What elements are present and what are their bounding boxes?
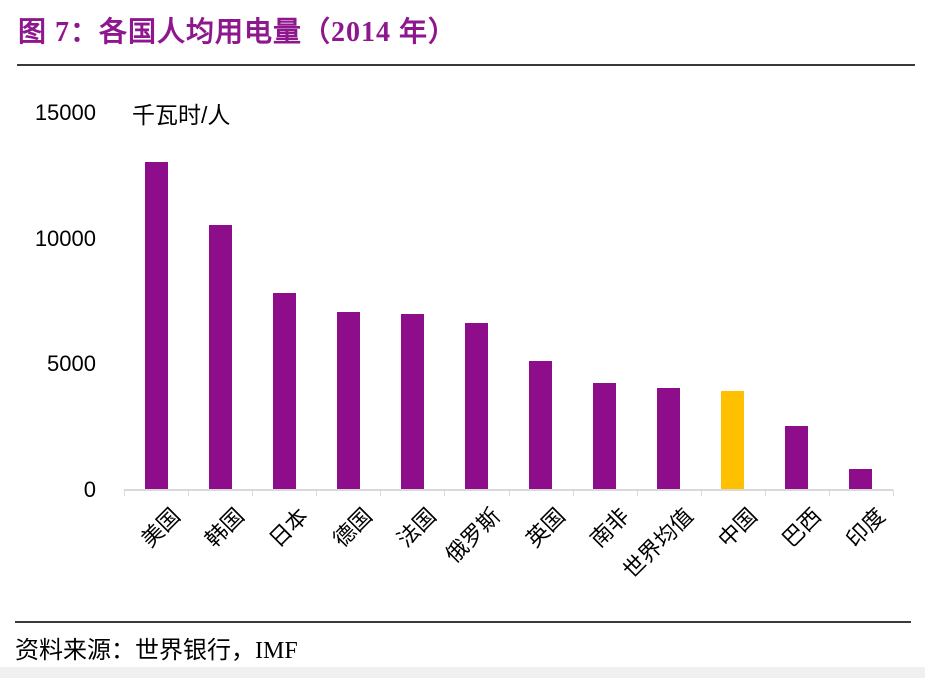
x-axis-tick-mark [828, 490, 830, 496]
y-axis-tick-label: 0 [83, 477, 96, 502]
x-axis-category-label: 南非 [584, 503, 634, 553]
x-axis-category-label: 法国 [392, 503, 442, 553]
x-axis-tick-mark [188, 490, 190, 496]
bar-10 [721, 390, 745, 489]
y-axis-tick-label: 10000 [34, 225, 96, 251]
x-axis-tick-mark [316, 490, 318, 496]
x-axis-tick-mark [380, 490, 382, 496]
x-axis-tick-mark [764, 490, 766, 496]
bottom-band [0, 667, 925, 678]
x-axis-category-label: 美国 [136, 503, 186, 553]
bar-6 [464, 323, 488, 489]
x-axis-category-label: 中国 [712, 503, 762, 553]
bar-4 [336, 311, 360, 489]
x-axis-category-label: 印度 [841, 503, 890, 553]
x-axis-category-label: 巴西 [777, 503, 826, 553]
x-axis-category-label: 俄罗斯 [441, 503, 506, 568]
x-axis-tick-mark [700, 490, 702, 496]
y-axis-tick-label: 5000 [47, 351, 96, 377]
x-axis-tick-mark [893, 490, 894, 496]
x-axis-category-label: 日本 [264, 503, 314, 553]
source-text: 资料来源：世界银行，IMF [15, 638, 298, 664]
bar-11 [785, 426, 809, 489]
x-axis-tick-mark [636, 490, 638, 496]
x-axis-tick-mark [444, 490, 446, 496]
x-axis-category-label: 韩国 [200, 503, 250, 553]
bar-12 [849, 468, 873, 489]
y-axis-tick-label: 15000 [34, 100, 96, 125]
x-axis-tick-mark [572, 490, 574, 496]
bar-7 [529, 360, 553, 489]
title-divider [17, 64, 915, 66]
figure-title: 图 7：各国人均用电量（2014 年） [18, 17, 458, 48]
bar-5 [400, 314, 424, 489]
source-divider [15, 621, 911, 623]
bar-9 [657, 388, 681, 489]
x-axis-tick-mark [508, 490, 510, 496]
x-axis-category-label: 英国 [520, 503, 570, 553]
x-axis-tick-mark [124, 490, 125, 496]
x-axis-tick-mark [252, 490, 254, 496]
x-axis-category-label: 德国 [328, 503, 378, 553]
bar-2 [208, 225, 232, 489]
x-axis-category-label: 世界均值 [617, 503, 698, 584]
bar-3 [272, 292, 296, 489]
bar-1 [144, 162, 168, 489]
y-axis-unit-label: 千瓦时/人 [132, 102, 231, 128]
bar-8 [593, 383, 617, 489]
